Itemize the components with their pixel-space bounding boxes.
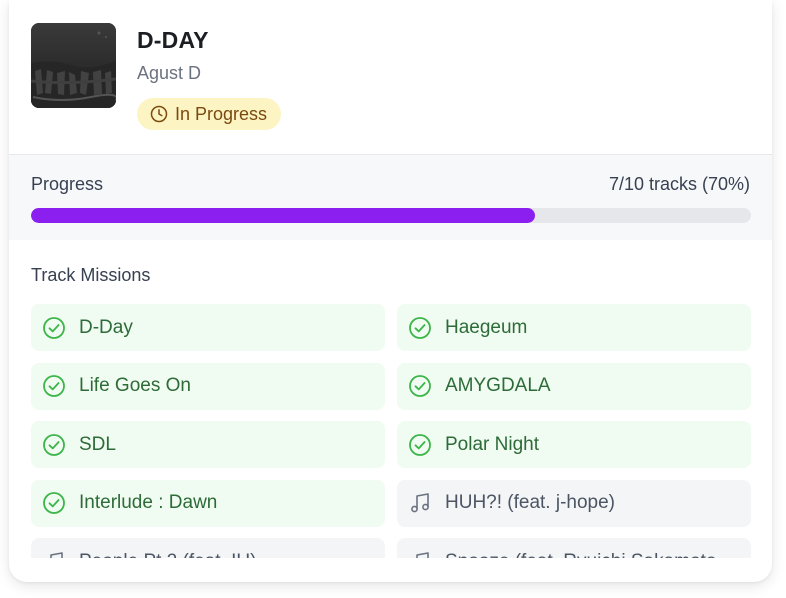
- progress-count: 7/10 tracks (70%): [608, 174, 750, 194]
- progress-label: Progress: [31, 174, 104, 194]
- album-title: D-DAY: [137, 27, 209, 53]
- clock-icon: [150, 105, 168, 123]
- track-mission-item[interactable]: AMYGDALA: [397, 362, 751, 410]
- music-note-icon: [416, 551, 429, 558]
- track-mission-name: D-Day: [79, 316, 133, 338]
- track-mission-name: People Pt.2 (feat. IU): [79, 551, 256, 559]
- status-badge-label: In Progress: [175, 103, 268, 124]
- progress-bar-fill: [31, 208, 535, 223]
- track-mission-name: AMYGDALA: [445, 375, 551, 396]
- track-missions-heading: Track Missions: [31, 265, 151, 285]
- check-circle-icon: [409, 433, 431, 456]
- music-note-icon: [50, 551, 63, 558]
- album-cover-image[interactable]: [31, 23, 116, 108]
- check-circle-icon: [43, 316, 65, 339]
- album-header: D-DAY Agust D In Progress: [9, 0, 772, 155]
- check-circle-icon: [409, 375, 431, 397]
- track-mission-item[interactable]: D-Day: [31, 304, 385, 351]
- track-mission-item[interactable]: Snooze (feat. Ryuichi Sakamoto: [397, 538, 751, 558]
- progress-bar: [31, 208, 751, 223]
- track-mission-item[interactable]: SDL: [31, 421, 385, 468]
- check-circle-icon: [43, 375, 65, 397]
- check-circle-icon: [43, 433, 65, 456]
- album-cover-art: [31, 23, 116, 108]
- track-mission-name: Haegeum: [445, 316, 528, 338]
- track-mission-item[interactable]: HUH?! (feat. j-hope): [397, 479, 751, 527]
- track-mission-item[interactable]: Haegeum: [397, 304, 751, 351]
- track-mission-item[interactable]: Life Goes On: [31, 362, 385, 410]
- track-mission-name: Polar Night: [445, 433, 539, 455]
- album-card: D-DAY Agust D In Progress Progress 7/10 …: [9, 0, 772, 582]
- track-mission-name: HUH?! (feat. j-hope): [445, 492, 616, 513]
- track-mission-name: Interlude : Dawn: [79, 492, 218, 513]
- status-badge: In Progress: [137, 98, 282, 130]
- track-mission-item[interactable]: Polar Night: [397, 421, 751, 468]
- check-circle-icon: [43, 492, 65, 514]
- artist-name: Agust D: [137, 63, 202, 83]
- track-mission-item[interactable]: Interlude : Dawn: [31, 479, 385, 527]
- track-mission-item[interactable]: People Pt.2 (feat. IU): [31, 538, 385, 558]
- check-circle-icon: [409, 316, 431, 339]
- track-mission-name: Snooze (feat. Ryuichi Sakamoto: [445, 551, 716, 559]
- progress-section: Progress 7/10 tracks (70%): [9, 155, 772, 240]
- track-mission-name: Life Goes On: [79, 375, 191, 396]
- track-missions-grid: D-Day Haegeum Life Goes On AMYGDALA SDL Polar…: [31, 304, 751, 558]
- track-mission-name: SDL: [79, 433, 116, 455]
- music-note-icon: [411, 493, 429, 513]
